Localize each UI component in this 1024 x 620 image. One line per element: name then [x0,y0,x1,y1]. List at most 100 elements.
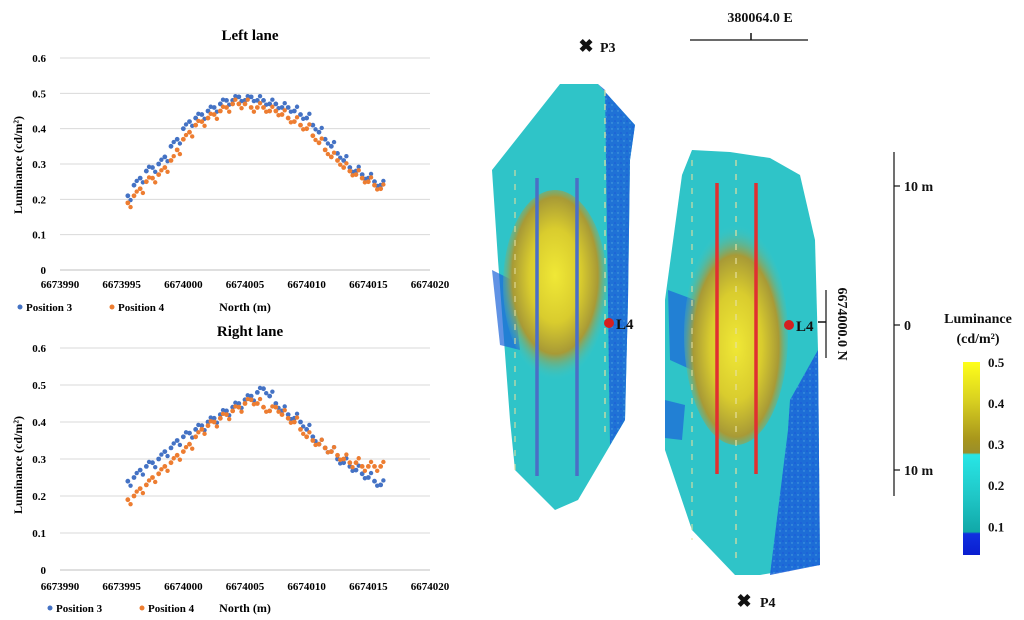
series-position-4 [125,396,386,507]
data-point [131,193,137,199]
data-point [168,460,174,466]
data-point [187,430,192,436]
y-tick-label: 0 [41,265,47,277]
data-point [236,101,242,107]
data-point [381,182,386,187]
colorbar-tick-label: 0.3 [988,437,1005,452]
x-tick-label: 6674000 [164,279,203,291]
data-point [304,126,310,132]
data-point [162,154,168,160]
y-tick-label: 0 [41,565,47,577]
data-point [165,453,170,459]
data-point [156,172,162,178]
series-position-3 [125,93,386,203]
data-point [134,470,139,476]
road-section-right [665,150,820,575]
data-point [162,165,168,170]
y-tick-label: 0.4 [32,124,46,136]
data-point [304,115,310,121]
data-point [168,445,174,451]
data-point [217,108,223,114]
data-point [211,419,217,425]
scale-tick-label: 0 [904,319,911,334]
data-point [356,168,361,173]
survey-point-p3: ✖ P3 [578,36,615,56]
data-point [171,154,176,159]
data-point [319,437,324,442]
data-point [298,112,303,117]
data-point [257,93,263,99]
series-position-3 [125,385,386,488]
data-point [344,452,349,457]
data-point [239,409,244,414]
data-point [159,157,164,162]
data-point [381,459,386,465]
data-point [282,108,287,113]
data-point [372,464,377,469]
data-point [368,470,374,476]
gridlines [60,57,430,271]
data-point [236,404,242,410]
data-point [146,478,152,483]
data-point [171,139,176,145]
data-point [202,431,207,437]
data-point [128,204,133,210]
data-point [313,137,318,143]
data-point [331,139,337,145]
data-point [125,193,131,199]
series-position-4 [125,97,386,210]
x-tick-label: 6674000 [164,581,203,593]
data-point [193,434,199,440]
data-point [150,165,155,170]
data-point [242,101,248,107]
data-point [125,478,131,484]
data-point [199,119,205,124]
data-point [331,150,337,155]
data-point [381,478,386,483]
data-point [307,122,312,127]
data-point [307,430,312,435]
data-point [251,109,257,114]
data-point [230,408,236,414]
data-point [227,416,232,422]
data-point [282,404,287,409]
colorbar-tick-label: 0.2 [988,478,1004,493]
data-point [273,401,279,406]
data-point [319,125,324,131]
x-axis-label: North (m) [219,300,271,314]
data-point [276,409,281,414]
data-point [298,419,303,425]
data-point [211,112,217,117]
data-point [350,464,355,470]
data-point [261,105,266,110]
data-point [171,441,176,446]
chart-title: Right lane [217,324,284,340]
x-tick-label: 6673995 [102,581,141,593]
legend-marker-position-3 [17,304,23,310]
data-point [378,186,384,192]
legend-marker-position-3 [47,605,53,611]
data-point [270,389,275,394]
legend-label-position-3: Position 3 [26,302,73,314]
legend-label-position-4: Position 4 [118,302,165,314]
chart-title: Left lane [221,28,278,44]
data-point [353,467,359,473]
data-point [187,129,192,135]
data-point [328,449,334,454]
data-point [227,109,232,114]
data-point [230,101,236,107]
data-point [310,438,316,443]
survey-point-p4: ✖ P4 [736,591,775,611]
data-point [254,390,260,395]
data-point [150,460,155,466]
data-point [180,126,186,132]
data-point [211,105,217,110]
data-point [273,101,279,107]
data-point [378,464,384,469]
data-point [162,449,168,454]
data-point [291,419,297,425]
easting-reference: 380064.0 E [690,11,808,41]
data-point [159,452,164,457]
data-point [137,486,143,491]
data-point [214,424,220,429]
